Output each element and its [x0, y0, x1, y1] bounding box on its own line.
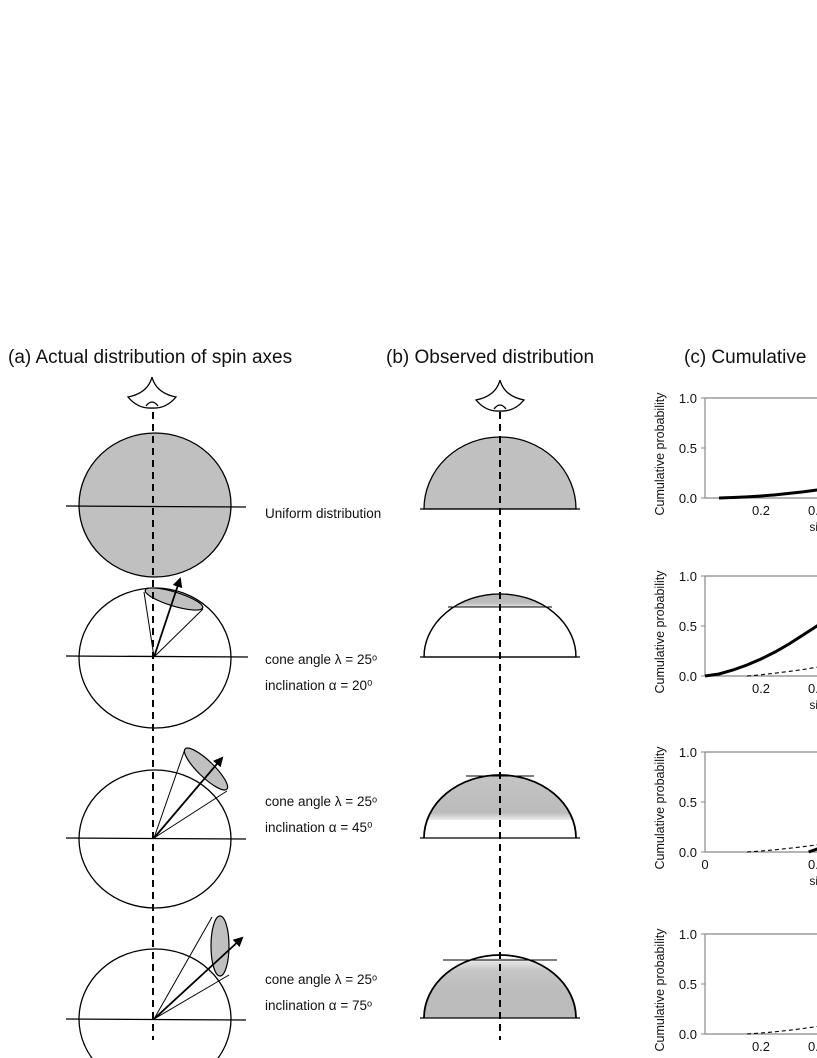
- row-label-incl-1: inclination α = 20⁰: [265, 678, 373, 693]
- plot-1-ytick-label: 0.0: [679, 491, 697, 506]
- sphere-alpha-75: [65, 915, 247, 1058]
- title-a: (a) Actual distribution of spin axes: [8, 347, 292, 368]
- plot-4-ytick-label: 0.0: [679, 1027, 697, 1042]
- plot-2-xtick-label: 0.4: [808, 681, 817, 696]
- sphere-uniform: [65, 432, 247, 578]
- plot-1-xlabel: sin i: [809, 520, 817, 534]
- plot-2-ytick-label: 0.0: [679, 669, 697, 684]
- plot-1-ylabel: Cumulative probability: [653, 392, 667, 516]
- observer-eye-icon-b: [474, 379, 526, 412]
- row-label-incl-3: inclination α = 75ᵒ: [265, 998, 372, 1013]
- row-label-cone-3: cone angle λ = 25ᵒ: [265, 972, 377, 987]
- plot-4-ytick-label: 1.0: [679, 927, 697, 942]
- sphere-alpha-20: [65, 577, 249, 729]
- plot-3-ytick-label: 0.0: [679, 845, 697, 860]
- plot-3-xtick-label: 0.4: [808, 857, 817, 872]
- plot-4-xtick-label: 0.4: [808, 1039, 817, 1054]
- plot-4-ylabel: Cumulative probability: [653, 928, 667, 1052]
- plot-4-xtick-label: 0.2: [752, 1039, 770, 1054]
- row-label-cone-1: cone angle λ = 25ᵒ: [265, 652, 377, 667]
- plot-3-ytick-label: 0.5: [679, 795, 697, 810]
- title-c: (c) Cumulative: [684, 347, 806, 368]
- plot-1-ytick-label: 0.5: [679, 441, 697, 456]
- plot-2-series-2-dashed: [746, 666, 817, 677]
- row-label-uniform: Uniform distribution: [265, 506, 381, 521]
- cumulative-plots: 0.0 0.5 1.0 0.2 0.4 sin i Cumulative probabili…: [653, 391, 817, 1058]
- plot-1-xtick-label: 0.2: [752, 503, 770, 518]
- row-label-cone-2: cone angle λ = 25ᵒ: [265, 794, 377, 809]
- plot-1-xtick-label: 0.4: [808, 503, 817, 518]
- sphere-alpha-45: [65, 747, 247, 909]
- row-label-incl-2: inclination α = 45⁰: [265, 820, 373, 835]
- plot-2-xtick-label: 0.2: [752, 681, 770, 696]
- plot-3-series-2-dashed: [746, 844, 817, 853]
- plot-2-xlabel: sin i: [809, 698, 817, 712]
- plot-2-series-1-solid: [704, 624, 817, 678]
- plot-2-ytick-label: 1.0: [679, 569, 697, 584]
- hemisphere-alpha-45: [420, 774, 580, 839]
- plot-1-series-1-solid: [718, 488, 817, 500]
- plot-3-ytick-label: 1.0: [679, 745, 697, 760]
- plot-1-ytick-label: 1.0: [679, 391, 697, 406]
- plot-3-series-1-solid: [808, 847, 817, 854]
- plot-2-ylabel: Cumulative probability: [653, 570, 667, 694]
- plot-4-ytick-label: 0.5: [679, 977, 697, 992]
- plot-3-xtick-label: 0: [701, 857, 708, 872]
- plot-4-series-1-dashed: [746, 1025, 817, 1035]
- plot-3-xlabel: sin i: [809, 874, 817, 888]
- plot-2-ytick-label: 0.5: [679, 619, 697, 634]
- plot-4-xlabel: sin i: [809, 1056, 817, 1058]
- plot-3-ylabel: Cumulative probability: [653, 746, 667, 870]
- title-b: (b) Observed distribution: [386, 347, 594, 368]
- observer-eye-icon-a: [126, 376, 178, 409]
